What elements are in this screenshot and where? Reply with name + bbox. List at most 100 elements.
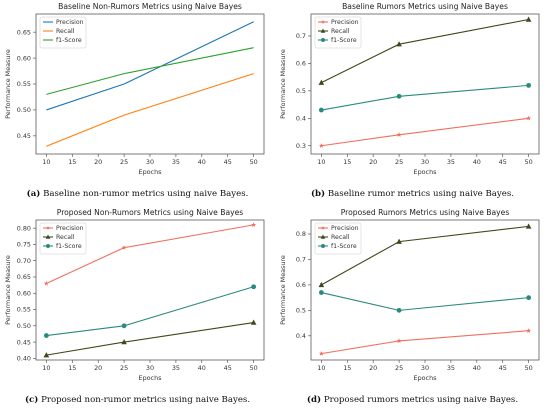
- x-tick-label: 45: [224, 158, 232, 166]
- y-tick-label: 0.70: [17, 257, 31, 265]
- x-tick-label: 10: [317, 158, 325, 166]
- data-point-recall: [318, 79, 325, 85]
- x-tick-label: 50: [250, 364, 258, 372]
- x-tick-label: 30: [421, 158, 429, 166]
- legend: Precision Recall f1-Score: [314, 16, 362, 49]
- x-tick-label: 20: [369, 364, 377, 372]
- x-tick-label: 15: [343, 364, 351, 372]
- x-tick-label: 40: [473, 364, 481, 372]
- data-point-recall: [43, 352, 50, 358]
- y-tick-label: 0.50: [17, 106, 31, 114]
- y-tick-label: 0.45: [17, 338, 31, 346]
- x-tick-label: 20: [94, 158, 102, 166]
- data-point-f1-score: [121, 323, 127, 329]
- y-tick-label: 0.55: [17, 80, 31, 88]
- caption-tag: (a): [26, 189, 41, 199]
- y-tick-label: 0.5: [296, 307, 306, 315]
- series-line-f1-score: [46, 47, 254, 95]
- y-tick-label: 0.8: [296, 230, 306, 238]
- x-axis-label: Epochs: [414, 374, 438, 382]
- y-tick-label: 0.55: [17, 306, 31, 314]
- legend-label: Precision: [56, 19, 84, 26]
- data-point-f1-score: [251, 284, 257, 290]
- data-point-precision: [121, 245, 127, 250]
- legend-marker: [45, 234, 51, 239]
- x-axis-label: Epochs: [139, 374, 163, 382]
- x-tick-label: 20: [369, 158, 377, 166]
- x-tick-label: 10: [317, 364, 325, 372]
- x-tick-label: 25: [395, 364, 403, 372]
- y-tick-label: 0.45: [17, 132, 31, 140]
- y-tick-label: 0.3: [296, 142, 306, 150]
- y-tick-label: 0.7: [296, 32, 306, 40]
- y-axis-label: Performance Measure: [4, 49, 12, 119]
- data-point-precision: [396, 132, 402, 137]
- series-line-precision: [321, 117, 529, 147]
- series-line-f1-score: [46, 286, 254, 337]
- chart-baseline-non-rumors: Baseline Non-Rumors Metrics using Naive …: [4, 2, 265, 176]
- y-tick-label: 0.75: [17, 241, 31, 249]
- legend-marker: [320, 28, 326, 33]
- data-point-recall: [250, 319, 257, 325]
- x-axis-label: Epochs: [139, 168, 163, 176]
- x-tick-label: 30: [146, 364, 154, 372]
- y-tick-label: 0.50: [17, 322, 31, 330]
- series-line-precision: [321, 330, 529, 355]
- legend-label: Recall: [56, 234, 75, 241]
- legend-label: f1-Score: [56, 37, 82, 44]
- data-point-f1-score: [43, 333, 49, 338]
- y-axis-label: Performance Measure: [4, 255, 12, 325]
- caption-tag: (c): [24, 395, 39, 405]
- y-tick-label: 0.4: [296, 115, 306, 123]
- x-tick-label: 35: [172, 364, 180, 372]
- data-point-recall: [525, 16, 532, 22]
- x-tick-label: 50: [250, 158, 258, 166]
- x-tick-label: 25: [120, 158, 128, 166]
- caption-d: (d) Proposed rumors metrics using naive …: [275, 395, 550, 405]
- legend-label: Precision: [56, 225, 84, 232]
- x-tick-label: 45: [224, 364, 232, 372]
- x-tick-label: 30: [146, 158, 154, 166]
- legend-label: Recall: [331, 28, 350, 35]
- x-tick-label: 45: [499, 158, 507, 166]
- caption-text: Baseline rumor metrics using naive Bayes…: [327, 189, 515, 199]
- caption-text: Proposed rumors metrics using naive Baye…: [323, 395, 519, 405]
- legend-marker: [321, 244, 325, 248]
- y-tick-label: 0.5: [296, 87, 306, 95]
- data-point-precision: [318, 143, 324, 148]
- data-point-precision: [251, 222, 257, 227]
- caption-c: (c) Proposed non-rumor metrics using nai…: [0, 395, 275, 405]
- y-tick-label: 0.80: [17, 224, 31, 232]
- x-tick-label: 40: [198, 364, 206, 372]
- legend-marker: [321, 38, 325, 42]
- x-tick-label: 45: [499, 364, 507, 372]
- data-point-f1-score: [526, 295, 532, 301]
- caption-text: Baseline non-rumor metrics using naive B…: [43, 189, 249, 199]
- y-tick-label: 0.7: [296, 256, 306, 264]
- x-axis-label: Epochs: [414, 168, 438, 176]
- data-point-f1-score: [396, 307, 402, 313]
- data-point-recall: [396, 41, 402, 47]
- data-point-precision: [526, 328, 532, 333]
- x-tick-label: 35: [447, 158, 455, 166]
- legend-marker: [45, 225, 51, 230]
- x-tick-label: 40: [473, 158, 481, 166]
- legend-label: Precision: [331, 225, 359, 232]
- legend-marker: [46, 244, 50, 248]
- data-point-f1-score: [318, 290, 324, 295]
- caption-tag: (d): [306, 395, 322, 405]
- legend-marker: [320, 19, 326, 24]
- caption-b: (b) Baseline rumor metrics using naive B…: [275, 189, 550, 199]
- x-tick-label: 10: [42, 364, 50, 372]
- legend-label: Precision: [331, 19, 359, 26]
- chart-title: Baseline Non-Rumors Metrics using Naive …: [58, 2, 242, 11]
- series-line-f1-score: [321, 292, 529, 311]
- y-tick-label: 0.40: [17, 355, 31, 363]
- chart-proposed-rumors: Proposed Rumors Metrics using Naive Baye…: [279, 208, 540, 382]
- series-line-recall: [46, 73, 254, 147]
- legend-marker: [320, 225, 326, 230]
- x-tick-label: 35: [447, 364, 455, 372]
- y-tick-label: 0.60: [17, 289, 31, 297]
- x-tick-label: 50: [525, 158, 533, 166]
- caption-a: (a) Baseline non-rumor metrics using nai…: [0, 189, 275, 199]
